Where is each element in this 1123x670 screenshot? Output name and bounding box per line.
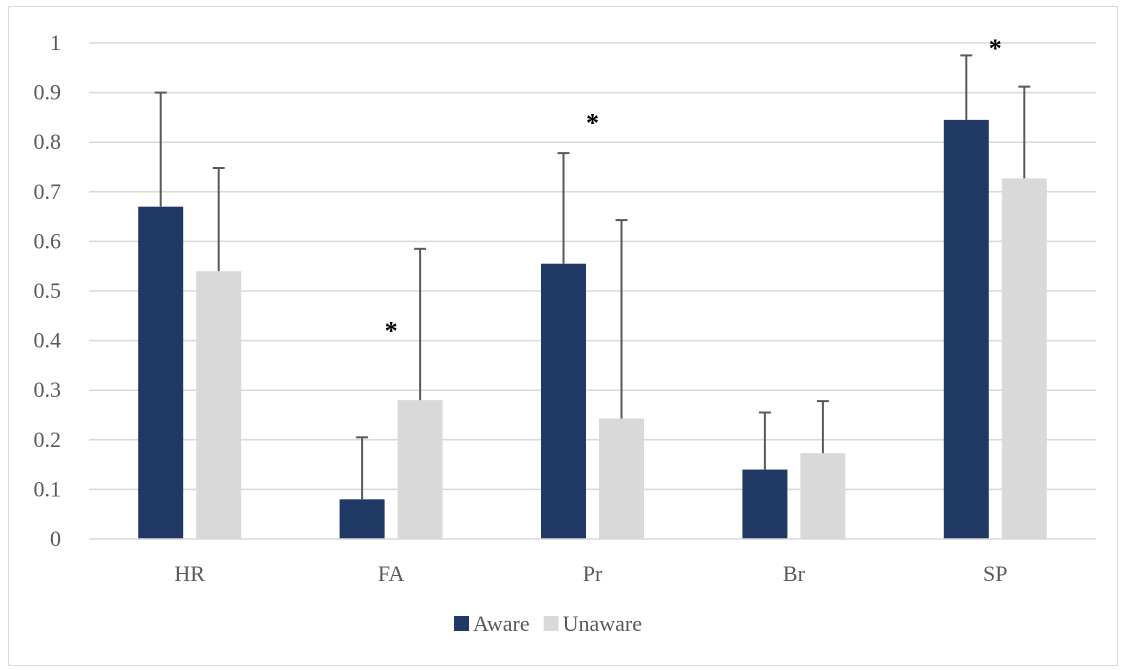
significance-annotations: * * * <box>385 34 1002 346</box>
x-tick-label: SP <box>983 561 1007 586</box>
x-tick-label: HR <box>174 561 205 586</box>
bar-aware-br <box>742 469 788 539</box>
bar-unaware-hr <box>196 271 242 539</box>
legend-label-aware: Aware <box>473 611 530 636</box>
bars <box>138 119 1047 539</box>
y-tick-label: 0.4 <box>34 328 62 353</box>
y-tick-label: 1 <box>50 30 61 55</box>
y-tick-label: 0.6 <box>34 228 62 253</box>
x-tick-label: FA <box>378 561 405 586</box>
gridlines <box>89 42 1096 491</box>
significance-marker: * <box>586 108 599 137</box>
legend-label-unaware: Unaware <box>563 611 642 636</box>
legend-swatch-unaware <box>543 616 559 631</box>
significance-marker: * <box>385 317 398 346</box>
y-tick-label: 0.1 <box>34 476 62 501</box>
y-tick-label: 0.8 <box>34 129 62 154</box>
legend-swatch-aware <box>454 616 469 631</box>
chart-area: 0 0.1 0.2 0.3 0.4 0.5 0.6 0.7 0.8 0.9 1 HR FA Pr Br SP… <box>8 6 1118 666</box>
bar-aware-hr <box>138 206 184 539</box>
bar-unaware-fa <box>397 400 443 539</box>
bar-aware-sp <box>943 119 989 539</box>
bar-unaware-br <box>800 453 846 539</box>
y-axis-ticks: 0 0.1 0.2 0.3 0.4 0.5 0.6 0.7 0.8 0.9 1 <box>34 30 62 551</box>
x-axis-ticks: HR FA Pr Br SP <box>174 561 1007 586</box>
bar-unaware-pr <box>599 418 644 539</box>
y-tick-label: 0.7 <box>34 179 62 204</box>
significance-marker: * <box>989 34 1002 63</box>
bar-unaware-sp <box>1001 178 1047 539</box>
error-bars <box>154 54 1031 500</box>
y-tick-label: 0 <box>50 526 61 551</box>
bar-aware-fa <box>339 499 385 539</box>
y-tick-label: 0.9 <box>34 80 62 105</box>
y-tick-label: 0.5 <box>34 278 62 303</box>
bar-aware-pr <box>541 263 586 539</box>
y-tick-label: 0.2 <box>34 427 62 452</box>
bar-chart: 0 0.1 0.2 0.3 0.4 0.5 0.6 0.7 0.8 0.9 1 HR FA Pr Br SP… <box>34 30 1096 636</box>
legend: Aware Unaware <box>454 611 642 636</box>
x-tick-label: Br <box>783 561 806 586</box>
y-tick-label: 0.3 <box>34 377 62 402</box>
x-tick-label: Pr <box>583 561 603 586</box>
